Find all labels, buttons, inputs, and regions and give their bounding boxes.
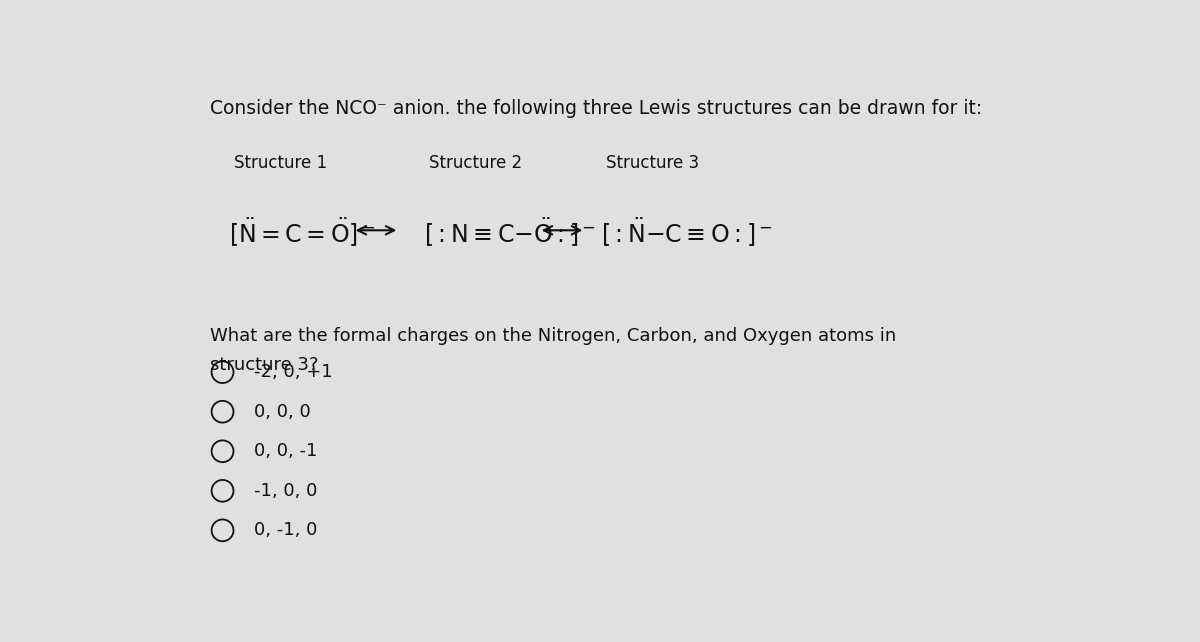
Text: -2, 0, +1: -2, 0, +1 <box>254 363 332 381</box>
Text: $[{:}{\rm N}{\equiv}{\rm C}{-}\ddot{\rm O}{:}]^-$: $[{:}{\rm N}{\equiv}{\rm C}{-}\ddot{\rm … <box>425 216 596 249</box>
Text: Structure 1: Structure 1 <box>234 153 326 171</box>
Text: What are the formal charges on the Nitrogen, Carbon, and Oxygen atoms in: What are the formal charges on the Nitro… <box>210 327 896 345</box>
Text: $[{:}\ddot{\rm N}{-}{\rm C}{\equiv}{\rm O}{:}]^-$: $[{:}\ddot{\rm N}{-}{\rm C}{\equiv}{\rm … <box>601 216 773 249</box>
Text: $[\ddot{\rm N}{=}{\rm C}{=}\ddot{\rm O}]^-$: $[\ddot{\rm N}{=}{\rm C}{=}\ddot{\rm O}]… <box>229 216 376 249</box>
Text: -1, 0, 0: -1, 0, 0 <box>254 482 318 500</box>
Text: 0, -1, 0: 0, -1, 0 <box>254 521 318 539</box>
Text: 0, 0, -1: 0, 0, -1 <box>254 442 318 460</box>
Text: Consider the NCO⁻ anion. the following three Lewis structures can be drawn for i: Consider the NCO⁻ anion. the following t… <box>210 100 983 118</box>
Text: Structure 2: Structure 2 <box>430 153 522 171</box>
Text: structure 3?: structure 3? <box>210 356 319 374</box>
Text: 0, 0, 0: 0, 0, 0 <box>254 403 311 421</box>
Text: Structure 3: Structure 3 <box>606 153 698 171</box>
